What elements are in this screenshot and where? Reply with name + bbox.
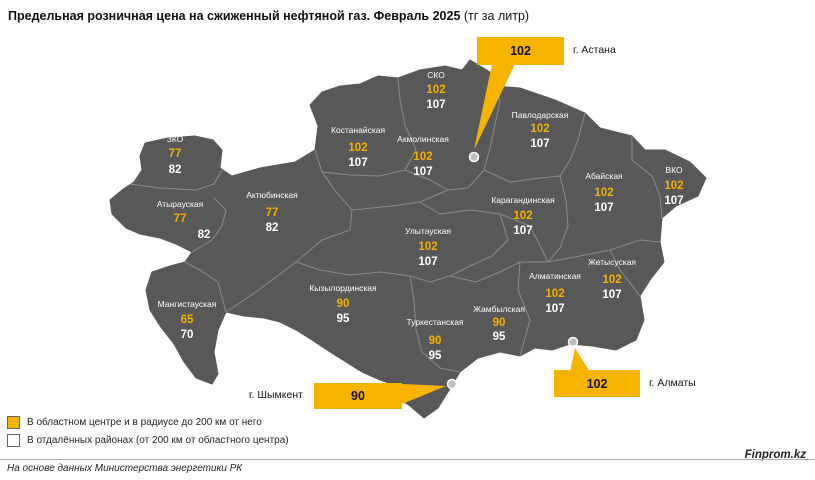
region-center-price-ulytau: 102 <box>418 241 438 253</box>
region-remote-price-zko: 82 <box>168 164 182 176</box>
region-remote-price-turkestan: 95 <box>428 350 442 362</box>
shymkent-marker <box>446 378 458 390</box>
region-name-zhambyl: Жамбылская <box>473 304 525 314</box>
region-center-price-almaty-region: 102 <box>545 288 565 300</box>
region-remote-price-almaty-region: 107 <box>545 303 565 315</box>
region-name-pavlodar: Павлодарская <box>511 110 569 120</box>
region-center-price-pavlodar: 102 <box>530 123 550 135</box>
astana-marker <box>468 151 480 163</box>
region-remote-price-vko: 107 <box>664 195 684 207</box>
footer-divider <box>0 459 815 460</box>
region-center-price-sko: 102 <box>426 84 446 96</box>
source-note: На основе данных Министерства энергетики… <box>7 463 243 474</box>
region-name-vko: ВКО <box>665 165 683 175</box>
region-center-price-turkestan: 90 <box>428 335 442 347</box>
region-name-ulytau: Улытауская <box>405 226 451 236</box>
astana-pointer <box>474 64 515 150</box>
region-remote-price-akmola: 107 <box>413 166 433 178</box>
almaty-price-box: 102 <box>554 370 640 397</box>
shymkent-pointer <box>402 384 446 404</box>
legend-label-remote: В отдалённых районах (от 200 км от облас… <box>27 435 289 446</box>
almaty-label: г. Алматы <box>649 377 696 389</box>
region-center-price-mangistau: 65 <box>180 314 194 326</box>
region-center-price-kostanay: 102 <box>348 142 368 154</box>
region-remote-price-karaganda: 107 <box>513 225 533 237</box>
astana-price-box: 102 <box>477 37 564 65</box>
region-remote-price-abai: 107 <box>594 202 614 214</box>
region-remote-price-ulytau: 107 <box>418 256 438 268</box>
region-center-price-zhambyl: 90 <box>492 317 506 329</box>
region-center-price-abai: 102 <box>594 187 614 199</box>
brand-logo: Finprom.kz <box>744 449 806 461</box>
region-name-atyrau: Атырауская <box>156 199 204 209</box>
region-name-akmola: Акмолинская <box>397 134 449 144</box>
region-center-price-karaganda: 102 <box>513 210 533 222</box>
region-remote-price-sko: 107 <box>426 99 446 111</box>
region-name-sko: СКО <box>427 70 445 80</box>
almaty-pointer <box>570 348 590 372</box>
region-center-price-zko: 77 <box>168 148 182 160</box>
region-name-kostanay: Костанайская <box>330 125 386 135</box>
chart-title: Предельная розничная цена на сжиженный н… <box>8 9 530 23</box>
region-name-mangistau: Мангистауская <box>157 299 217 309</box>
region-name-karaganda: Карагандинская <box>491 195 555 205</box>
region-remote-price-atyrau: 82 <box>197 229 211 241</box>
astana-label: г. Астана <box>573 44 616 56</box>
region-remote-price-pavlodar: 107 <box>530 138 550 150</box>
legend-swatch-remote <box>7 434 20 447</box>
city-markers <box>446 151 579 390</box>
region-remote-price-kyzylorda: 95 <box>336 313 350 325</box>
region-center-price-akmola: 102 <box>413 151 433 163</box>
region-center-price-aktobe: 77 <box>265 207 279 219</box>
legend-label-center: В областном центре и в радиусе до 200 км… <box>27 417 262 428</box>
region-remote-price-zhambyl: 95 <box>492 331 506 343</box>
region-name-aktobe: Актюбинская <box>246 190 298 200</box>
region-center-price-atyrau: 77 <box>173 213 187 225</box>
region-center-price-zhetysu: 102 <box>602 274 622 286</box>
legend-center: В областном центре и в радиусе до 200 км… <box>7 416 262 429</box>
region-borders <box>129 77 663 373</box>
region-remote-price-aktobe: 82 <box>265 222 279 234</box>
callout-pointers <box>402 64 590 404</box>
region-name-zhetysu: Жетысуская <box>587 257 637 267</box>
region-center-price-kyzylorda: 90 <box>336 298 350 310</box>
legend-swatch-center <box>7 416 20 429</box>
shymkent-price-box: 90 <box>314 383 402 409</box>
region-center-price-vko: 102 <box>664 180 684 192</box>
legend-remote: В отдалённых районах (от 200 км от облас… <box>7 434 289 447</box>
shymkent-label: г. Шымкент <box>249 389 303 401</box>
region-name-zko: ЗКО <box>166 134 184 144</box>
region-remote-price-kostanay: 107 <box>348 157 368 169</box>
country-shape <box>109 59 707 419</box>
region-remote-price-zhetysu: 107 <box>602 289 622 301</box>
region-name-turkestan: Туркестанская <box>406 317 464 327</box>
region-name-abai: Абайская <box>585 171 623 181</box>
almaty-marker <box>567 336 579 348</box>
region-name-almaty-region: Алматинская <box>529 271 581 281</box>
region-name-kyzylorda: Кызылординская <box>309 283 377 293</box>
region-remote-price-mangistau: 70 <box>180 329 194 341</box>
